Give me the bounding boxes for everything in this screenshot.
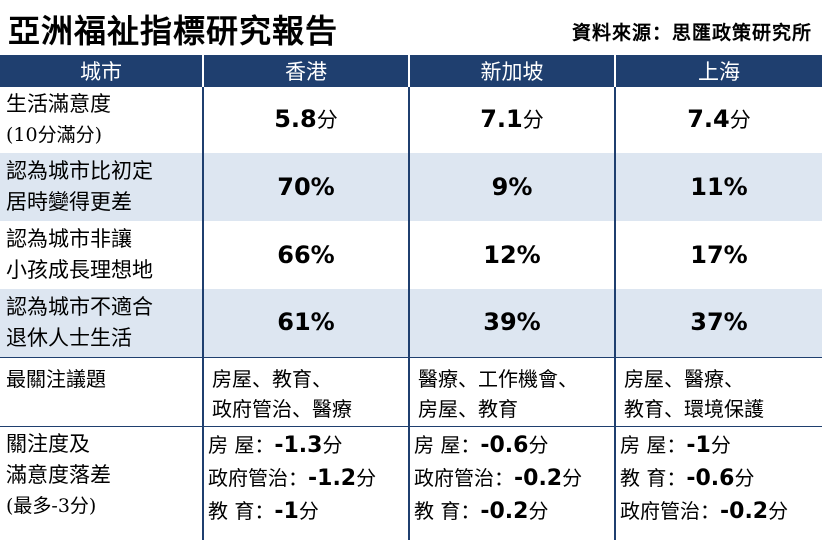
header-hongkong: 香港 xyxy=(203,55,410,87)
unit: 分 xyxy=(768,498,789,523)
table-row: 認為城市非讓 小孩成長理想地 66% 12% 17% xyxy=(0,221,822,289)
gap-value: -1.3 xyxy=(274,432,323,458)
value-cell: 7.1分 xyxy=(409,87,616,153)
gap-cell: 房 屋：-1.3分 政府管治：-1.2分 教 育：-1分 xyxy=(203,425,410,540)
value-cell: 70% xyxy=(203,153,410,221)
value-cell: 39% xyxy=(409,289,616,357)
row-label-line: 認為城市非讓 xyxy=(6,227,132,251)
gap-value: -0.2 xyxy=(480,498,529,524)
gap-cell: 房 屋：-1分 教 育：-0.6分 政府管治：-0.2分 xyxy=(615,425,822,540)
gap-key: 政府管治： xyxy=(208,465,308,490)
row-label-line: 小孩成長理想地 xyxy=(6,258,153,282)
value-cell: 9% xyxy=(409,153,616,221)
issues-line: 房屋、教育、 xyxy=(212,366,332,391)
unit: 分 xyxy=(298,498,319,523)
header-row: 城市 香港 新加坡 上海 xyxy=(0,55,822,87)
value-cell: 12% xyxy=(409,221,616,289)
gap-line: 教 育：-0.6分 xyxy=(620,462,818,495)
gap-line: 房 屋：-1.3分 xyxy=(208,429,404,462)
unit: 分 xyxy=(522,108,544,132)
gap-value: -1 xyxy=(274,498,299,524)
row-label: 關注度及 滿意度落差 (最多-3分) xyxy=(0,425,204,540)
gap-line: 教 育：-0.2分 xyxy=(414,495,610,528)
value-cell: 61% xyxy=(203,289,410,357)
row-label-line: 滿意度落差 xyxy=(6,462,111,487)
table-row-gap: 關注度及 滿意度落差 (最多-3分) 房 屋：-1.3分 政府管治：-1.2分 … xyxy=(0,425,822,540)
gap-line: 政府管治：-0.2分 xyxy=(414,462,610,495)
gap-value: -1.2 xyxy=(308,465,357,491)
gap-cell: 房 屋：-0.6分 政府管治：-0.2分 教 育：-0.2分 xyxy=(409,425,616,540)
issues-line: 政府管治、醫療 xyxy=(212,396,352,421)
unit: 分 xyxy=(528,432,549,457)
unit: 分 xyxy=(316,108,338,132)
gap-line: 房 屋：-1分 xyxy=(620,429,818,462)
row-label-line: 生活滿意度 xyxy=(6,92,111,116)
gap-value: -0.2 xyxy=(720,498,769,524)
value: 7.1 xyxy=(480,105,523,133)
value-cell: 11% xyxy=(615,153,822,221)
report-title: 亞洲福祉指標研究報告 xyxy=(8,12,339,50)
unit: 分 xyxy=(562,465,583,490)
row-label: 認為城市比初定 居時變得更差 xyxy=(0,153,204,221)
gap-key: 教 育： xyxy=(414,498,481,523)
gap-line: 教 育：-1分 xyxy=(208,495,404,528)
gap-value: -0.6 xyxy=(686,465,735,491)
gap-key: 政府管治： xyxy=(414,465,514,490)
table-row: 生活滿意度 (10分滿分) 5.8分 7.1分 7.4分 xyxy=(0,87,822,153)
value: 7.4 xyxy=(687,105,730,133)
gap-value: -0.2 xyxy=(514,465,563,491)
issues-cell: 醫療、工作機會、 房屋、教育 xyxy=(409,356,616,426)
value-cell: 7.4分 xyxy=(615,87,822,153)
value-cell: 66% xyxy=(203,221,410,289)
source-credit: 資料來源：思匯政策研究所 xyxy=(571,22,812,44)
issues-line: 房屋、醫療、 xyxy=(624,366,744,391)
gap-line: 政府管治：-1.2分 xyxy=(208,462,404,495)
unit: 分 xyxy=(356,465,377,490)
issues-line: 醫療、工作機會、 xyxy=(418,366,578,391)
table-row-issues: 最關注議題 房屋、教育、 政府管治、醫療 醫療、工作機會、 房屋、教育 房屋、醫… xyxy=(0,356,822,426)
gap-line: 政府管治：-0.2分 xyxy=(620,495,818,528)
value: 5.8 xyxy=(274,105,317,133)
row-label-line: (10分滿分) xyxy=(6,124,103,146)
unit: 分 xyxy=(528,498,549,523)
row-label: 最關注議題 xyxy=(0,356,204,426)
unit: 分 xyxy=(322,432,343,457)
wellbeing-table: 城市 香港 新加坡 上海 生活滿意度 (10分滿分) 5.8分 7.1分 7.4… xyxy=(0,55,822,540)
unit: 分 xyxy=(729,108,751,132)
row-label-line: 退休人士生活 xyxy=(6,325,132,350)
gap-line: 房 屋：-0.6分 xyxy=(414,429,610,462)
row-label-line: 居時變得更差 xyxy=(6,190,132,214)
value-cell: 37% xyxy=(615,289,822,357)
issues-line: 房屋、教育 xyxy=(418,396,518,421)
gap-key: 教 育： xyxy=(620,465,687,490)
value-cell: 17% xyxy=(690,240,748,269)
row-label: 認為城市非讓 小孩成長理想地 xyxy=(0,221,204,289)
issues-cell: 房屋、醫療、 教育、環境保護 xyxy=(615,356,822,426)
issues-cell: 房屋、教育、 政府管治、醫療 xyxy=(203,356,410,426)
gap-key: 政府管治： xyxy=(620,498,720,523)
header-shanghai: 上海 xyxy=(615,55,822,87)
row-label: 認為城市不適合 退休人士生活 xyxy=(0,289,204,357)
header-city: 城市 xyxy=(0,55,204,87)
row-label: 生活滿意度 (10分滿分) xyxy=(0,87,204,153)
issues-line: 教育、環境保護 xyxy=(624,396,764,421)
row-label-line: (最多-3分) xyxy=(6,494,97,517)
unit: 分 xyxy=(734,465,755,490)
row-label-line: 關注度及 xyxy=(6,431,90,456)
gap-key: 房 屋： xyxy=(620,432,687,457)
header-singapore: 新加坡 xyxy=(409,55,616,87)
table-row: 認為城市不適合 退休人士生活 61% 39% 37% xyxy=(0,289,822,357)
unit: 分 xyxy=(710,432,731,457)
gap-value: -0.6 xyxy=(480,432,529,458)
value-cell: 5.8分 xyxy=(203,87,410,153)
row-label-line: 認為城市比初定 xyxy=(6,159,153,183)
gap-value: -1 xyxy=(686,432,711,458)
gap-key: 房 屋： xyxy=(208,432,275,457)
gap-key: 教 育： xyxy=(208,498,275,523)
gap-key: 房 屋： xyxy=(414,432,481,457)
table-row: 認為城市比初定 居時變得更差 70% 9% 11% xyxy=(0,153,822,221)
row-label-line: 認為城市不適合 xyxy=(6,294,153,319)
